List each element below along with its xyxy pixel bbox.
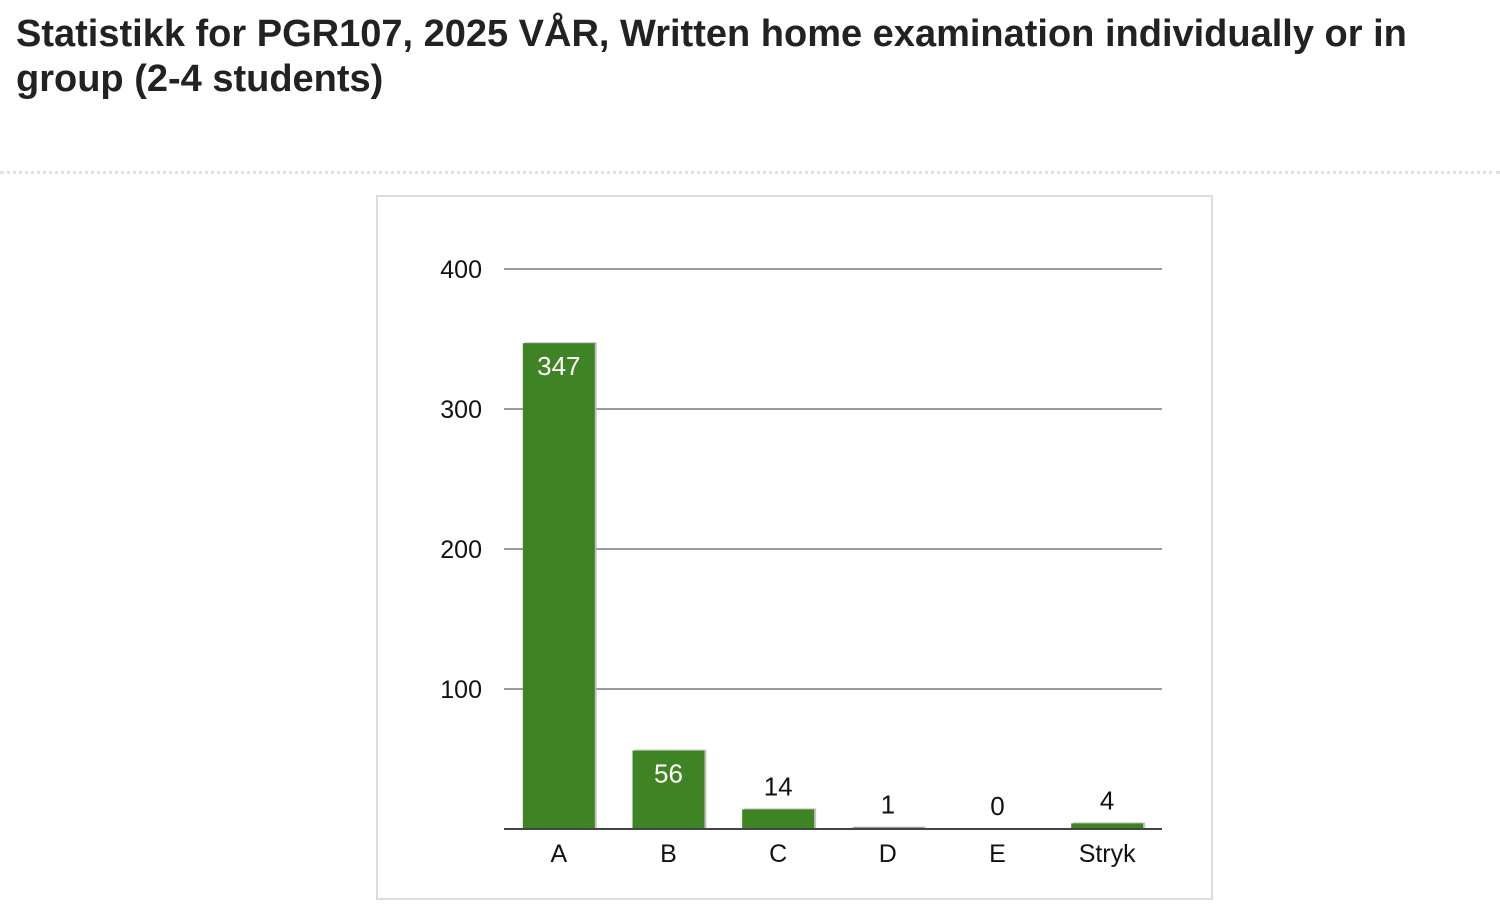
- y-tick-label: 300: [440, 396, 482, 424]
- bar-b[interactable]: [632, 750, 705, 829]
- bar-a[interactable]: [522, 343, 595, 829]
- data-label-stryk: 4: [1100, 785, 1114, 815]
- x-tick-label: C: [769, 840, 787, 868]
- x-tick-label: B: [660, 840, 677, 868]
- grade-distribution-chart: 100 200 300 400 347 A 56 B 14 C 1 D 0 E 4 Stryk: [440, 256, 1162, 868]
- data-label-c: 14: [764, 771, 793, 801]
- y-tick-label: 400: [440, 256, 482, 284]
- x-tick-label: Stryk: [1079, 840, 1136, 868]
- page-title: Statistikk for PGR107, 2025 VÅR, Written…: [16, 13, 1407, 100]
- y-tick-label: 100: [440, 676, 482, 704]
- chart-frame: 100 200 300 400 347 A 56 B 14 C 1 D 0 E 4 Stryk: [376, 195, 1213, 900]
- data-label-a: 347: [537, 351, 580, 381]
- bar-stryk[interactable]: [1071, 823, 1144, 829]
- section-divider: [0, 171, 1500, 174]
- x-tick-label: E: [989, 840, 1006, 868]
- y-tick-label: 200: [440, 536, 482, 564]
- x-tick-label: A: [550, 840, 567, 868]
- x-tick-label: D: [879, 840, 897, 868]
- data-label-d: 1: [881, 790, 895, 820]
- data-label-b: 56: [654, 759, 683, 789]
- data-label-e: 0: [990, 791, 1004, 821]
- bar-c[interactable]: [742, 809, 815, 829]
